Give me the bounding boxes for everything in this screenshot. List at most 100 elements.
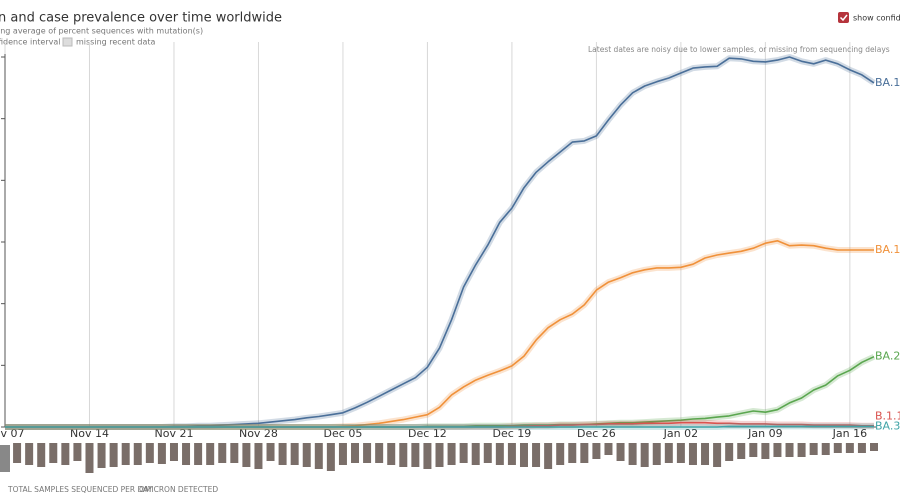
- sample-bar: [761, 443, 770, 459]
- series-line: [5, 56, 875, 428]
- sample-bar: [556, 443, 565, 465]
- series-line: [5, 355, 875, 428]
- sample-bar: [73, 443, 82, 461]
- sample-bar: [25, 443, 34, 465]
- sample-bar: [580, 443, 589, 463]
- x-tick-label: Nov 21: [154, 427, 193, 440]
- subtitle: ing average of percent sequences with mu…: [0, 27, 203, 36]
- sample-bar: [652, 443, 661, 465]
- sample-bar: [218, 443, 227, 463]
- sample-bar: [495, 443, 504, 465]
- sample-bar: [13, 443, 22, 463]
- x-tick-label: Jan 16: [832, 427, 867, 440]
- sample-bar: [773, 443, 782, 457]
- x-tick-label: Dec 05: [324, 427, 363, 440]
- sample-bar: [363, 443, 372, 463]
- sample-bar: [387, 443, 396, 465]
- sample-bar: [375, 443, 384, 463]
- legend-label: OMICRON DETECTED: [139, 485, 218, 494]
- sample-bar: [266, 443, 275, 461]
- sample-bar: [737, 443, 746, 459]
- sample-bar: [640, 443, 649, 467]
- sample-bar: [821, 443, 830, 455]
- sample-bar: [121, 443, 130, 465]
- sample-bar: [483, 443, 492, 463]
- note: Latest dates are noisy due to lower samp…: [588, 45, 890, 54]
- sample-bar: [338, 443, 347, 465]
- sample-bar: [302, 443, 311, 467]
- sample-bar: [809, 443, 818, 455]
- sample-bar: [133, 443, 142, 465]
- sample-bar: [206, 443, 215, 465]
- sample-bar: [701, 443, 710, 465]
- sample-bar: [157, 443, 166, 464]
- series-line: [5, 240, 874, 428]
- x-tick-label: Nov 28: [239, 427, 278, 440]
- sample-bar: [532, 443, 541, 467]
- sample-bar: [749, 443, 758, 457]
- sample-bar: [713, 443, 722, 467]
- sample-bar: [254, 443, 263, 469]
- sample-bar: [785, 443, 794, 457]
- sample-bar: [507, 443, 516, 465]
- sample-bar: [194, 443, 203, 465]
- sample-bar: [314, 443, 323, 469]
- sample-bar: [145, 443, 154, 463]
- sample-bar: [435, 443, 444, 467]
- legend-missing: missing recent data: [76, 38, 155, 47]
- checkbox[interactable]: [838, 12, 849, 23]
- x-tick-label: Dec 12: [408, 427, 447, 440]
- sample-bar: [592, 443, 601, 459]
- confidence-band: [5, 353, 876, 430]
- x-tick-label: Dec 26: [577, 427, 616, 440]
- sample-bar: [471, 443, 480, 465]
- sample-bar: [544, 443, 553, 469]
- x-tick-label: Nov 14: [70, 427, 109, 440]
- sample-bar: [676, 443, 685, 463]
- series-label: BA.2: [875, 350, 900, 363]
- sample-bar: [870, 443, 878, 451]
- sample-bar: [628, 443, 637, 465]
- x-tick-label: Dec 19: [493, 427, 532, 440]
- sample-bar: [857, 443, 866, 453]
- checkbox-label[interactable]: show confiden: [853, 14, 900, 23]
- sample-bar: [230, 443, 239, 463]
- sample-bar: [242, 443, 251, 467]
- sample-bar: [278, 443, 287, 465]
- sample-bar: [688, 443, 697, 465]
- chart-title: n and case prevalence over time worldwid…: [0, 11, 282, 26]
- sample-bar: [423, 443, 432, 469]
- missing-swatch: [62, 37, 73, 47]
- sample-bar: [49, 443, 58, 463]
- sample-bar: [351, 443, 360, 463]
- sample-bar: [169, 443, 178, 461]
- confidence-band: [5, 54, 876, 430]
- sample-bar: [399, 443, 408, 467]
- sample-bar: [833, 443, 842, 453]
- sample-bar: [290, 443, 299, 465]
- sample-bar: [61, 443, 70, 465]
- sample-bar: [37, 443, 46, 467]
- sample-bar: [182, 443, 191, 465]
- sample-bar: [411, 443, 420, 467]
- series-line: [5, 425, 874, 428]
- confidence-band: [5, 237, 874, 430]
- sample-bar: [797, 443, 806, 457]
- sample-bar: [568, 443, 577, 463]
- series-label: BA.1: [875, 76, 900, 89]
- sample-bar: [616, 443, 625, 461]
- sample-bar: [85, 443, 94, 473]
- checkmark: [839, 14, 848, 22]
- legend-label: TOTAL SAMPLES SEQUENCED PER DAY: [7, 485, 153, 494]
- brush-handle[interactable]: [0, 445, 10, 472]
- sample-bar: [459, 443, 468, 463]
- sample-bar: [664, 443, 673, 463]
- series-label: BA.1.1: [875, 243, 900, 256]
- sample-bar: [604, 443, 613, 455]
- x-tick-label: Jan 02: [663, 427, 698, 440]
- x-tick-label: Nov 07: [0, 427, 24, 440]
- sample-bar: [97, 443, 106, 468]
- sample-bar: [845, 443, 854, 453]
